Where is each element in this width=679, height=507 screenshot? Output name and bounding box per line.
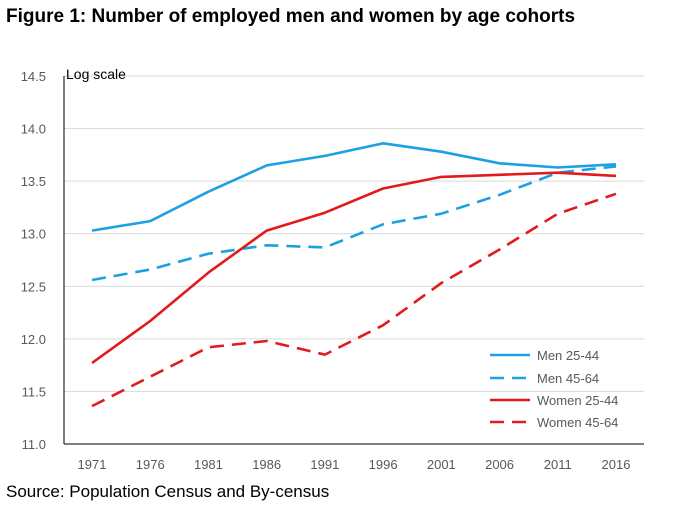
y-tick-label: 14.0 [21, 122, 46, 137]
y-tick-label: 13.0 [21, 227, 46, 242]
x-tick-label: 1981 [194, 457, 223, 472]
legend-label: Women 45-64 [537, 415, 618, 430]
axes: 11.0 11.5 12.0 12.5 13.0 13.5 14.0 14.5 1971 1976… [21, 69, 644, 472]
x-tick-label: 1991 [310, 457, 339, 472]
y-tick-label: 14.5 [21, 69, 46, 84]
x-tick-label: 2016 [602, 457, 631, 472]
series-line-4 [91, 192, 617, 408]
y-tick-label: 12.0 [21, 332, 46, 347]
x-tick-label: 1986 [252, 457, 281, 472]
axis-note-label: Log scale [66, 66, 126, 82]
series-lines [91, 142, 617, 408]
gridlines [64, 75, 644, 392]
y-tick-label: 13.5 [21, 174, 46, 189]
legend-label: Men 45-64 [537, 371, 599, 386]
x-tick-label: 1976 [136, 457, 165, 472]
series-line-2 [91, 165, 617, 282]
y-tick-label: 11.5 [22, 384, 46, 399]
legend-label: Women 25-44 [537, 393, 618, 408]
x-tick-label: 1996 [369, 457, 398, 472]
series-line-1 [91, 142, 617, 232]
x-tick-label: 2006 [485, 457, 514, 472]
series-line-3 [91, 171, 617, 365]
figure-title: Figure 1: Number of employed men and wom… [6, 6, 576, 27]
x-tick-label: 2001 [427, 457, 456, 472]
x-tick-label: 2011 [544, 457, 572, 472]
x-tick-label: 1971 [78, 457, 107, 472]
source-note: Source: Population Census and By-census [6, 482, 330, 501]
legend-label: Men 25-44 [537, 348, 599, 363]
legend: Men 25-44 Men 45-64 Women 25-44 Women 45-64 [490, 348, 618, 430]
y-tick-label: 12.5 [21, 279, 46, 294]
y-tick-label: 11.0 [22, 437, 46, 452]
